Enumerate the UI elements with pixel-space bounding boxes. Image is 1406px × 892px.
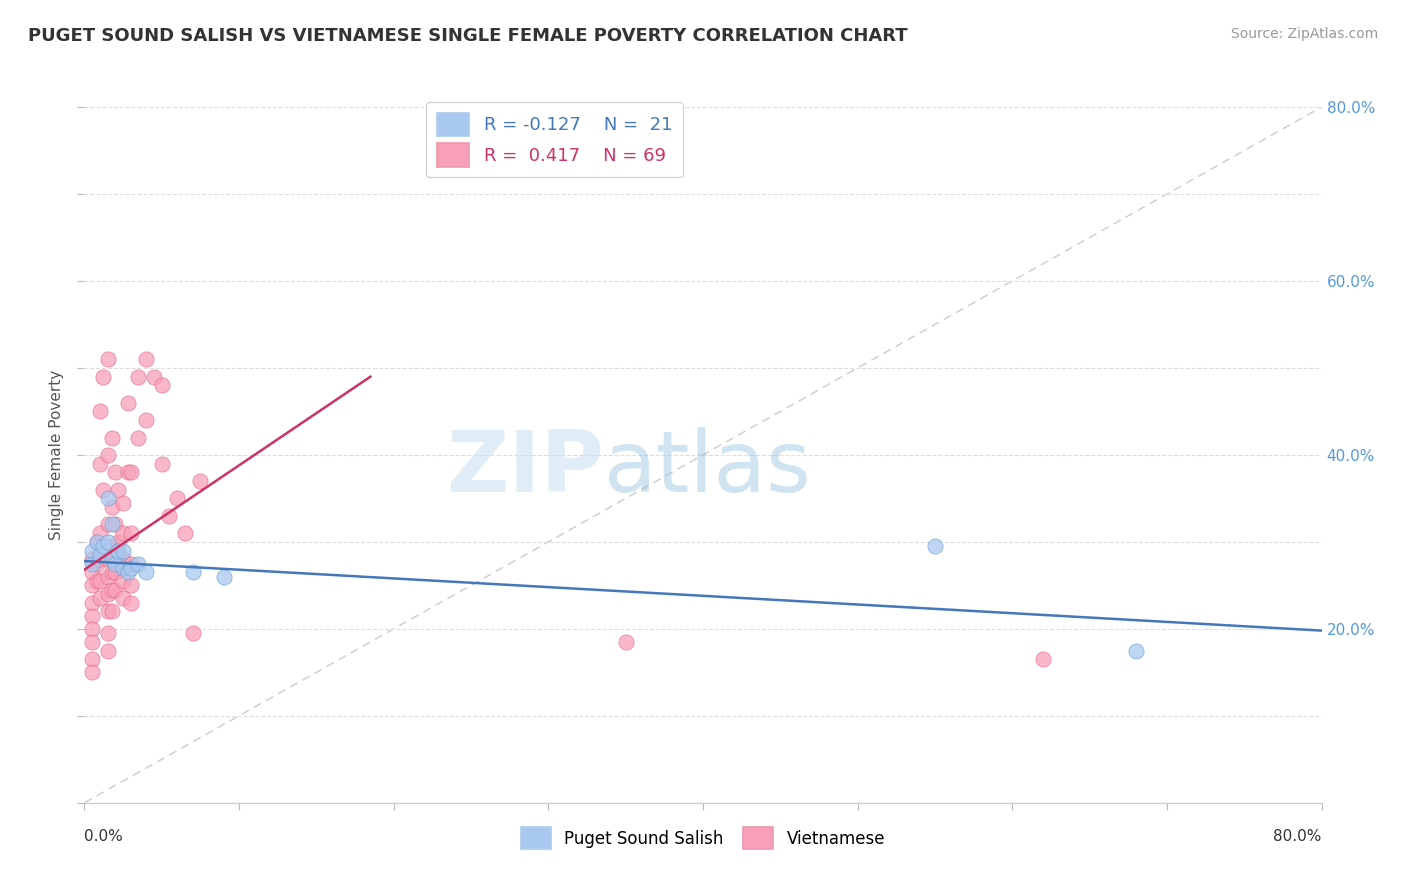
Point: [150, 457, 173, 471]
Point: [97, 552, 120, 566]
Point: [86, 534, 108, 549]
Point: [89, 574, 111, 588]
Point: [924, 539, 946, 553]
Point: [97, 605, 120, 619]
Point: [82, 578, 104, 592]
Point: [82, 622, 104, 636]
Point: [128, 369, 150, 384]
Point: [82, 596, 104, 610]
Point: [1125, 643, 1147, 657]
Point: [120, 466, 142, 480]
Point: [91, 369, 114, 384]
Point: [101, 431, 124, 445]
Point: [112, 561, 135, 575]
Point: [101, 539, 124, 553]
Point: [166, 491, 188, 506]
Text: Source: ZipAtlas.com: Source: ZipAtlas.com: [1230, 27, 1378, 41]
Point: [112, 552, 135, 566]
Point: [97, 491, 120, 506]
Point: [104, 517, 127, 532]
Point: [101, 500, 124, 514]
Text: 0.0%: 0.0%: [84, 829, 124, 844]
Point: [89, 548, 111, 562]
Point: [112, 543, 135, 558]
Point: [104, 582, 127, 597]
Point: [120, 578, 142, 592]
Legend: Puget Sound Salish, Vietnamese: Puget Sound Salish, Vietnamese: [512, 819, 894, 857]
Point: [104, 543, 127, 558]
Point: [117, 396, 139, 410]
Point: [120, 596, 142, 610]
Point: [128, 431, 150, 445]
Point: [112, 496, 135, 510]
Point: [181, 566, 204, 580]
Point: [120, 526, 142, 541]
Point: [101, 566, 124, 580]
Point: [86, 534, 108, 549]
Point: [188, 474, 212, 488]
Point: [135, 352, 157, 367]
Point: [135, 413, 157, 427]
Point: [1032, 652, 1054, 666]
Point: [104, 557, 127, 571]
Point: [97, 587, 120, 601]
Point: [82, 652, 104, 666]
Point: [89, 591, 111, 606]
Point: [101, 552, 124, 566]
Point: [89, 457, 111, 471]
Text: ZIP: ZIP: [446, 427, 605, 510]
Point: [120, 557, 142, 571]
Point: [107, 557, 129, 571]
Point: [97, 352, 120, 367]
Point: [97, 517, 120, 532]
Point: [174, 526, 197, 541]
Point: [143, 369, 166, 384]
Point: [82, 665, 104, 680]
Point: [97, 626, 120, 640]
Point: [97, 534, 120, 549]
Text: 80.0%: 80.0%: [1274, 829, 1322, 844]
Point: [82, 552, 104, 566]
Point: [101, 582, 124, 597]
Point: [159, 508, 181, 523]
Point: [82, 635, 104, 649]
Point: [82, 566, 104, 580]
Point: [614, 635, 637, 649]
Point: [135, 566, 157, 580]
Point: [120, 561, 142, 575]
Point: [117, 466, 139, 480]
Point: [86, 574, 108, 588]
Point: [181, 626, 204, 640]
Point: [91, 483, 114, 497]
Point: [89, 552, 111, 566]
Point: [97, 643, 120, 657]
Point: [97, 448, 120, 462]
Point: [128, 557, 150, 571]
Point: [117, 566, 139, 580]
Point: [97, 570, 120, 584]
Point: [104, 466, 127, 480]
Point: [82, 543, 104, 558]
Point: [112, 526, 135, 541]
Point: [89, 526, 111, 541]
Point: [101, 605, 124, 619]
Point: [107, 534, 129, 549]
Point: [112, 574, 135, 588]
Point: [107, 543, 129, 558]
Point: [82, 557, 104, 571]
Text: atlas: atlas: [605, 427, 813, 510]
Point: [101, 517, 124, 532]
Point: [82, 608, 104, 623]
Point: [104, 566, 127, 580]
Point: [150, 378, 173, 392]
Point: [91, 539, 114, 553]
Y-axis label: Single Female Poverty: Single Female Poverty: [49, 370, 65, 540]
Point: [86, 557, 108, 571]
Point: [212, 570, 235, 584]
Point: [107, 483, 129, 497]
Point: [89, 404, 111, 418]
Point: [112, 591, 135, 606]
Text: PUGET SOUND SALISH VS VIETNAMESE SINGLE FEMALE POVERTY CORRELATION CHART: PUGET SOUND SALISH VS VIETNAMESE SINGLE …: [28, 27, 908, 45]
